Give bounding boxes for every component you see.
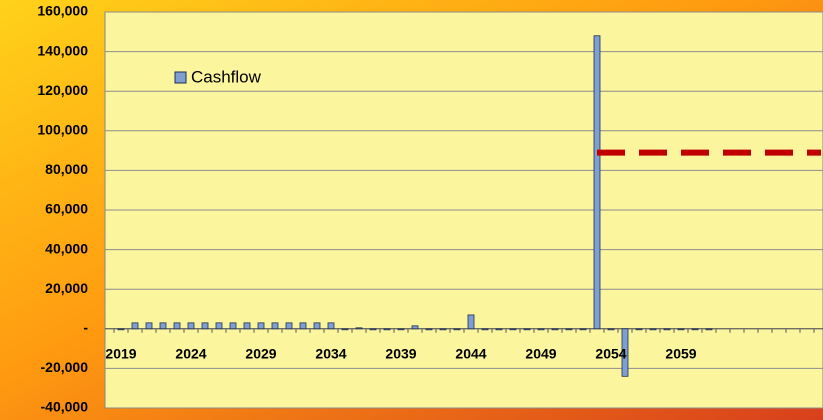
bar — [313, 322, 321, 330]
bar — [635, 328, 643, 331]
bar — [467, 314, 475, 330]
bar — [341, 328, 349, 331]
bar — [383, 328, 391, 331]
legend-label: Cashflow — [191, 67, 262, 86]
y-tick-label: 160,000 — [37, 3, 88, 19]
bar — [649, 328, 657, 331]
y-tick-label: 100,000 — [37, 122, 88, 138]
bar — [509, 328, 517, 331]
legend-swatch — [174, 71, 187, 84]
bar — [397, 328, 405, 331]
y-tick-label: 60,000 — [45, 201, 88, 217]
x-tick-label: 2019 — [105, 346, 136, 362]
bar — [691, 328, 699, 331]
x-tick-label: 2044 — [455, 346, 486, 362]
bar — [481, 328, 489, 331]
bar — [607, 328, 615, 331]
bar — [215, 322, 223, 330]
bar — [425, 328, 433, 331]
bar — [159, 322, 167, 330]
bar — [495, 328, 503, 331]
bar — [551, 328, 559, 331]
y-tick-label: 80,000 — [45, 161, 88, 177]
bar — [299, 322, 307, 330]
bar — [117, 328, 125, 331]
x-tick-label: 2054 — [595, 346, 626, 362]
bar — [327, 322, 335, 330]
y-tick-label: 140,000 — [37, 42, 88, 58]
x-tick-label: 2039 — [385, 346, 416, 362]
bar — [579, 328, 587, 331]
bar — [173, 322, 181, 330]
bar — [355, 327, 363, 330]
bar — [663, 328, 671, 331]
bar — [229, 322, 237, 330]
bar — [271, 322, 279, 330]
bar — [257, 322, 265, 330]
bar — [439, 328, 447, 331]
bar — [523, 328, 531, 331]
bar — [201, 322, 209, 330]
y-tick-label: - — [83, 320, 88, 336]
bar — [705, 328, 713, 331]
bar — [131, 322, 139, 330]
bar — [537, 328, 545, 331]
y-tick-label: -20,000 — [41, 359, 89, 375]
x-tick-label: 2049 — [525, 346, 556, 362]
bar — [145, 322, 153, 330]
bar — [621, 328, 629, 377]
bar — [593, 35, 601, 330]
y-tick-label: 20,000 — [45, 280, 88, 296]
bar — [187, 322, 195, 330]
y-tick-label: 40,000 — [45, 240, 88, 256]
x-tick-label: 2059 — [665, 346, 696, 362]
x-tick-label: 2024 — [175, 346, 206, 362]
bar — [243, 322, 251, 330]
y-tick-label: -40,000 — [41, 399, 89, 415]
x-tick-label: 2029 — [245, 346, 276, 362]
bar — [453, 328, 461, 331]
bar — [677, 328, 685, 331]
bar — [411, 325, 419, 330]
x-tick-label: 2034 — [315, 346, 346, 362]
y-tick-label: 120,000 — [37, 82, 88, 98]
bar — [285, 322, 293, 330]
bar — [369, 328, 377, 331]
bar — [565, 328, 573, 331]
